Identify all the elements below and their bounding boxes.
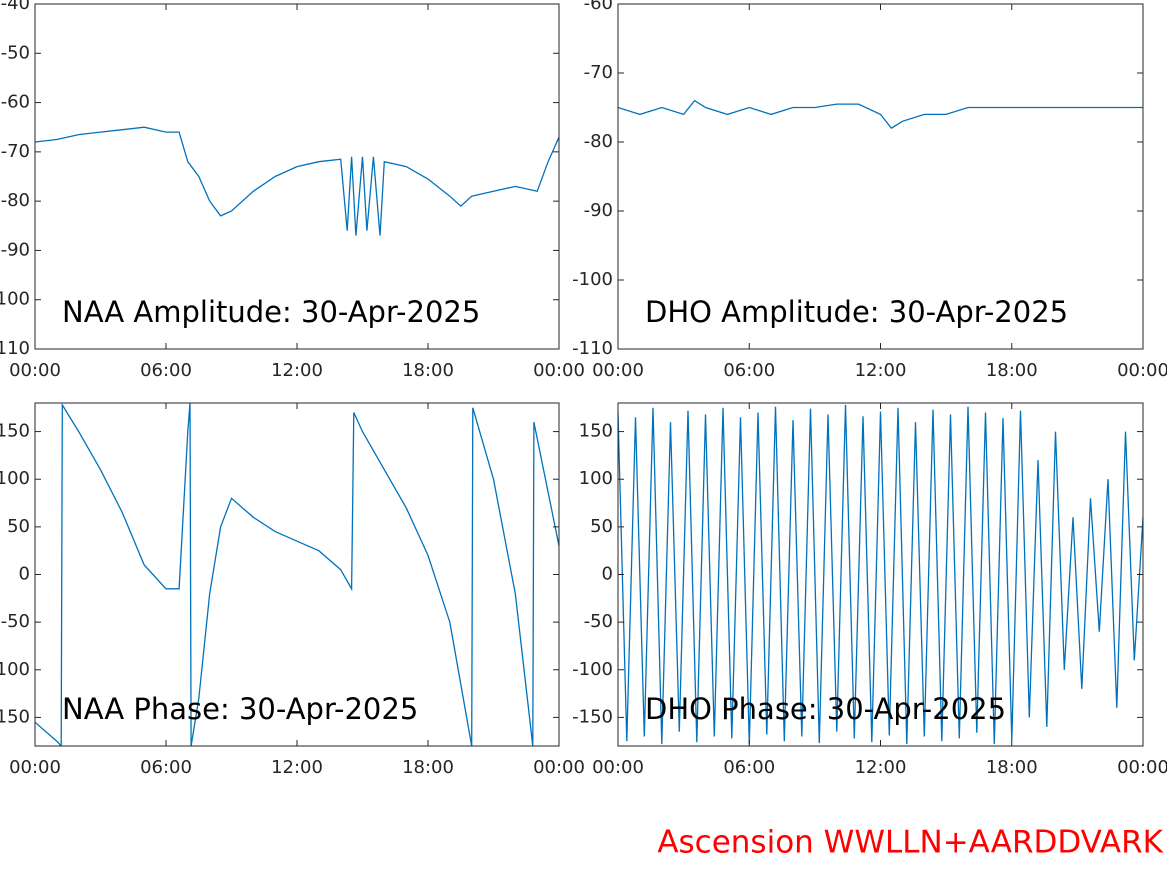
y-tick-label: -60 <box>584 0 613 14</box>
annotation: NAA Amplitude: 30-Apr-2025 <box>62 295 480 329</box>
y-tick-label: -50 <box>1 611 30 632</box>
annotation: DHO Phase: 30-Apr-2025 <box>645 692 1006 726</box>
y-tick-label: -100 <box>572 269 613 290</box>
plot-frame <box>34 3 560 350</box>
footer: Ascension WWLLN+AARDDVARK <box>657 825 1163 861</box>
y-tick-label: -100 <box>0 659 30 680</box>
x-tick-label: 00:00 <box>592 757 644 778</box>
x-tick-label: 00:00 <box>592 360 644 381</box>
y-tick-label: -90 <box>584 200 613 221</box>
plot-frame <box>617 402 1144 747</box>
y-tick-label: 150 <box>0 421 30 442</box>
x-tick-label: 00:00 <box>533 360 585 381</box>
annotation: DHO Amplitude: 30-Apr-2025 <box>645 295 1068 329</box>
y-tick-label: -80 <box>1 190 30 211</box>
y-tick-label: 0 <box>602 564 613 585</box>
y-tick-label: -50 <box>584 611 613 632</box>
y-tick-label: -150 <box>572 706 613 727</box>
plot-frame <box>617 3 1144 350</box>
y-tick-label: -40 <box>1 0 30 14</box>
y-tick-label: 100 <box>0 468 30 489</box>
x-tick-label: 18:00 <box>986 360 1038 381</box>
x-tick-label: 00:00 <box>533 757 585 778</box>
y-tick-label: -50 <box>1 42 30 63</box>
data-line <box>618 99 1143 130</box>
y-tick-label: -90 <box>1 239 30 260</box>
y-tick-label: -70 <box>584 62 613 83</box>
y-tick-label: -60 <box>1 92 30 113</box>
data-line <box>35 126 559 236</box>
y-tick-label: 0 <box>19 564 30 585</box>
x-tick-label: 06:00 <box>723 360 775 381</box>
x-tick-label: 18:00 <box>402 757 454 778</box>
plot-area <box>618 403 1143 746</box>
plot-area <box>618 4 1143 349</box>
y-tick-label: -110 <box>0 338 30 359</box>
x-tick-label: 12:00 <box>271 757 323 778</box>
y-tick-label: -100 <box>572 659 613 680</box>
x-tick-label: 18:00 <box>986 757 1038 778</box>
y-tick-label: -110 <box>572 338 613 359</box>
data-line <box>35 403 559 746</box>
y-tick-label: 50 <box>590 516 613 537</box>
y-tick-label: 150 <box>579 421 613 442</box>
annotation: NAA Phase: 30-Apr-2025 <box>62 692 418 726</box>
plot-frame <box>34 402 560 747</box>
x-tick-label: 00:00 <box>1117 360 1167 381</box>
y-tick-label: -100 <box>0 289 30 310</box>
y-tick-label: -80 <box>584 131 613 152</box>
x-tick-label: 06:00 <box>723 757 775 778</box>
y-tick-label: 100 <box>579 468 613 489</box>
x-tick-label: 12:00 <box>855 360 907 381</box>
x-tick-label: 18:00 <box>402 360 454 381</box>
x-tick-label: 12:00 <box>855 757 907 778</box>
data-line <box>618 404 1143 745</box>
y-tick-label: -70 <box>1 141 30 162</box>
y-tick-label: 50 <box>7 516 30 537</box>
plot-area <box>35 4 559 349</box>
x-tick-label: 00:00 <box>1117 757 1167 778</box>
x-tick-label: 12:00 <box>271 360 323 381</box>
y-tick-label: -150 <box>0 706 30 727</box>
x-tick-label: 00:00 <box>9 360 61 381</box>
x-tick-label: 06:00 <box>140 360 192 381</box>
x-tick-label: 00:00 <box>9 757 61 778</box>
x-tick-label: 06:00 <box>140 757 192 778</box>
